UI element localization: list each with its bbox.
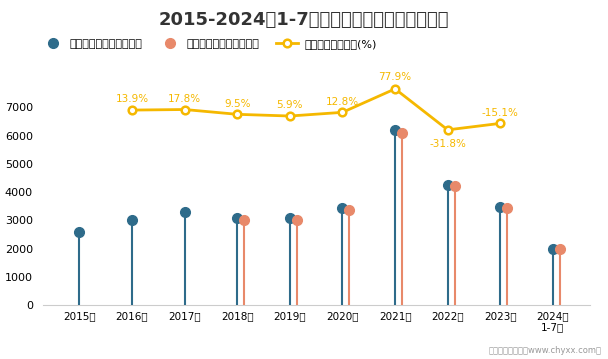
- Text: 5.9%: 5.9%: [277, 101, 303, 110]
- Text: 17.8%: 17.8%: [168, 94, 201, 104]
- Text: 77.9%: 77.9%: [379, 73, 412, 82]
- Text: 13.9%: 13.9%: [116, 94, 148, 104]
- Text: -15.1%: -15.1%: [482, 108, 519, 118]
- Text: 2015-2024年1-7月医药制造业企业利润统计图: 2015-2024年1-7月医药制造业企业利润统计图: [159, 11, 449, 29]
- Legend: 利润总额累计值（亿元）, 营业利润累计值（亿元）, 利润总额累计增长(%): 利润总额累计值（亿元）, 营业利润累计值（亿元）, 利润总额累计增长(%): [37, 35, 381, 53]
- Text: -31.8%: -31.8%: [429, 139, 466, 149]
- Text: 12.8%: 12.8%: [326, 97, 359, 107]
- Text: 制图：智研咨询（www.chyxx.com）: 制图：智研咨询（www.chyxx.com）: [489, 346, 602, 355]
- Text: 9.5%: 9.5%: [224, 99, 250, 109]
